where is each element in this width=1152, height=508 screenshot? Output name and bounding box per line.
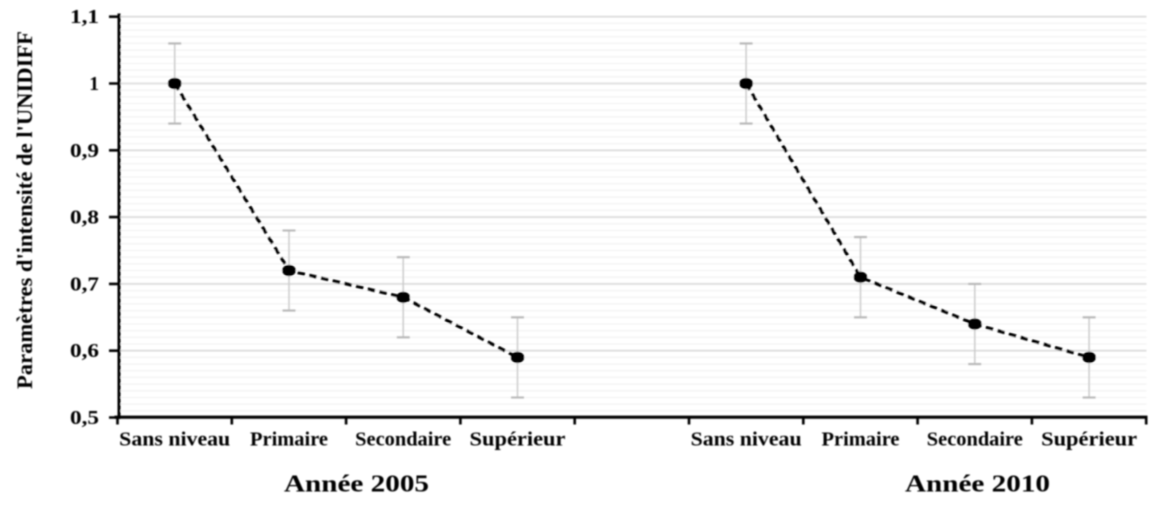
svg-text:Supérieur: Supérieur — [1041, 430, 1137, 451]
svg-text:0,6: 0,6 — [70, 341, 99, 362]
svg-text:Primaire: Primaire — [250, 430, 328, 451]
svg-text:1: 1 — [89, 74, 99, 95]
svg-text:0,7: 0,7 — [70, 274, 99, 295]
svg-text:Secondaire: Secondaire — [355, 430, 451, 451]
svg-text:0,8: 0,8 — [70, 208, 99, 229]
svg-text:0,9: 0,9 — [70, 141, 99, 162]
svg-text:Primaire: Primaire — [822, 430, 900, 451]
svg-text:Sans niveau: Sans niveau — [691, 430, 802, 451]
svg-text:0,5: 0,5 — [70, 408, 99, 429]
svg-text:Année 2005: Année 2005 — [284, 471, 429, 498]
svg-text:1,1: 1,1 — [70, 7, 99, 28]
svg-text:Supérieur: Supérieur — [470, 430, 566, 451]
svg-text:Paramètres d'intensité de l'UN: Paramètres d'intensité de l'UNIDIFF — [12, 31, 37, 389]
svg-text:Sans niveau: Sans niveau — [119, 430, 230, 451]
svg-text:Année 2010: Année 2010 — [905, 471, 1050, 498]
svg-text:Secondaire: Secondaire — [927, 430, 1023, 451]
